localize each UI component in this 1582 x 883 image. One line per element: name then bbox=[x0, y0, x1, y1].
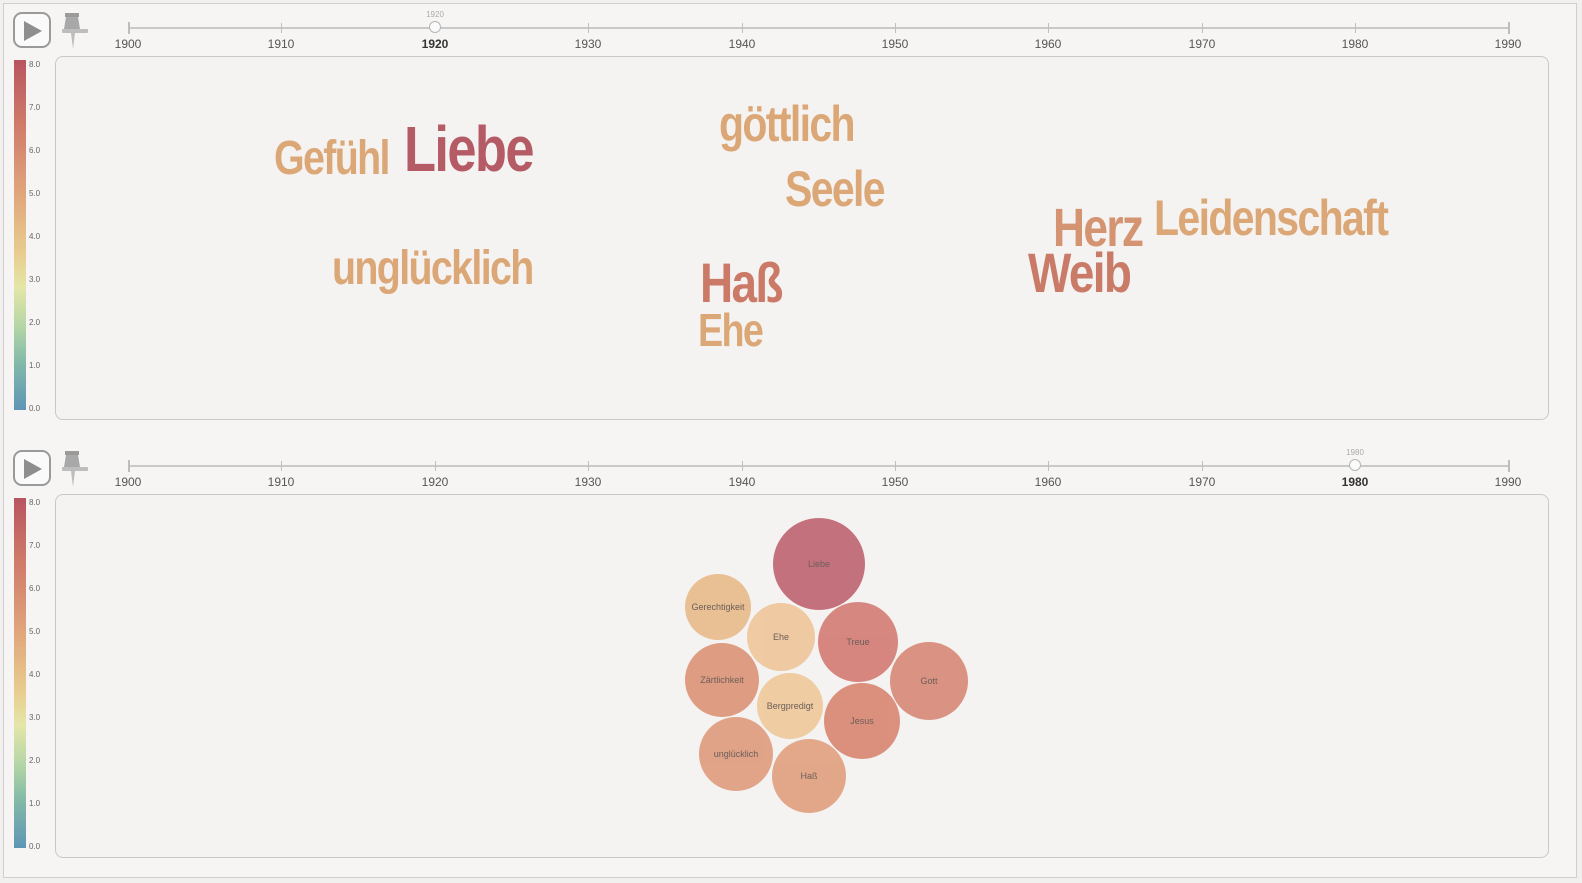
bubble[interactable]: Treue bbox=[818, 602, 898, 682]
timeline-tick bbox=[742, 461, 743, 471]
legend-label: 0.0 bbox=[29, 842, 41, 851]
year-label: 1910 bbox=[267, 37, 295, 51]
word-cloud-word[interactable]: Gefühl bbox=[274, 132, 390, 185]
legend-label: 4.0 bbox=[29, 670, 41, 679]
timeline-tick bbox=[895, 23, 896, 33]
year-label: 1920 bbox=[421, 475, 449, 489]
timeline-end-tick bbox=[128, 460, 130, 472]
year-label: 1950 bbox=[881, 475, 909, 489]
timeline-tick bbox=[1048, 23, 1049, 33]
legend-label: 1.0 bbox=[29, 361, 41, 370]
year-label: 1930 bbox=[574, 37, 602, 51]
legend-label: 0.0 bbox=[29, 404, 41, 413]
year-label: 1910 bbox=[267, 475, 295, 489]
play-icon bbox=[24, 21, 42, 41]
legend-label: 5.0 bbox=[29, 189, 41, 198]
top-timeline[interactable]: 1900 1910 1920 1930 1940 1950 1960 1970 … bbox=[115, 0, 1522, 56]
bubble[interactable]: Gott bbox=[890, 642, 968, 720]
word-cloud-word[interactable]: Leidenschaft bbox=[1154, 190, 1389, 246]
legend-label: 8.0 bbox=[29, 498, 41, 507]
bottom-timeline[interactable]: 1900 1910 1920 1930 1940 1950 1960 1970 … bbox=[115, 438, 1522, 494]
legend-label: 2.0 bbox=[29, 756, 41, 765]
slider-value-label: 1980 bbox=[1346, 448, 1364, 457]
legend-label: 2.0 bbox=[29, 318, 41, 327]
timeline-tick bbox=[1355, 23, 1356, 33]
year-label: 1940 bbox=[728, 37, 756, 51]
bubble[interactable]: Ehe bbox=[747, 603, 815, 671]
legend-label: 6.0 bbox=[29, 146, 41, 155]
play-icon bbox=[24, 459, 42, 479]
year-label: 1900 bbox=[114, 475, 142, 489]
year-label: 1940 bbox=[728, 475, 756, 489]
bubble[interactable]: Bergpredigt bbox=[757, 673, 823, 739]
bubble-chart-panel: Liebe Gerechtigkeit Ehe Treue Gott Zärtl… bbox=[55, 494, 1549, 858]
year-label-selected: 1980 bbox=[1341, 475, 1369, 489]
legend-label: 3.0 bbox=[29, 275, 41, 284]
color-legend bbox=[14, 498, 26, 848]
timeline-tick bbox=[435, 461, 436, 471]
legend-label: 6.0 bbox=[29, 584, 41, 593]
slider-value-label: 1920 bbox=[426, 10, 444, 19]
year-label: 1960 bbox=[1034, 37, 1062, 51]
legend-label: 7.0 bbox=[29, 541, 41, 550]
top-view: 1900 1910 1920 1930 1940 1950 1960 1970 … bbox=[0, 0, 1582, 430]
top-pin-button[interactable] bbox=[60, 11, 88, 53]
timeline-end-tick bbox=[128, 22, 130, 34]
timeline-end-tick bbox=[1508, 22, 1510, 34]
bottom-pin-button[interactable] bbox=[60, 449, 88, 491]
timeline-tick bbox=[588, 23, 589, 33]
word-cloud-word[interactable]: Seele bbox=[785, 161, 886, 217]
year-label: 1970 bbox=[1188, 475, 1216, 489]
year-label: 1900 bbox=[114, 37, 142, 51]
word-cloud-word[interactable]: göttlich bbox=[719, 96, 856, 152]
legend-label: 7.0 bbox=[29, 103, 41, 112]
year-label-selected: 1920 bbox=[421, 37, 449, 51]
timeline-tick bbox=[1202, 23, 1203, 33]
legend-label: 3.0 bbox=[29, 713, 41, 722]
timeline-tick bbox=[895, 461, 896, 471]
pin-icon bbox=[62, 451, 88, 487]
word-cloud-word[interactable]: Herz bbox=[1053, 198, 1144, 258]
timeline-track bbox=[128, 27, 1510, 29]
bottom-play-button[interactable] bbox=[13, 450, 51, 486]
bubble[interactable]: Haß bbox=[772, 739, 846, 813]
word-cloud-word[interactable]: Ehe bbox=[698, 304, 764, 356]
legend-label: 8.0 bbox=[29, 60, 41, 69]
pin-icon bbox=[62, 13, 88, 49]
bubble[interactable]: unglücklich bbox=[699, 717, 773, 791]
year-slider-handle[interactable] bbox=[429, 21, 441, 33]
year-label: 1960 bbox=[1034, 475, 1062, 489]
word-cloud-word[interactable]: Haß bbox=[700, 251, 783, 314]
year-label: 1970 bbox=[1188, 37, 1216, 51]
year-label: 1990 bbox=[1494, 475, 1522, 489]
year-label: 1990 bbox=[1494, 37, 1522, 51]
word-cloud-word[interactable]: Liebe bbox=[404, 113, 535, 185]
legend-label: 1.0 bbox=[29, 799, 41, 808]
word-cloud-word[interactable]: unglücklich bbox=[332, 242, 534, 295]
timeline-tick bbox=[281, 23, 282, 33]
timeline-tick bbox=[281, 461, 282, 471]
bottom-view: 1900 1910 1920 1930 1940 1950 1960 1970 … bbox=[0, 438, 1582, 868]
year-label: 1980 bbox=[1341, 37, 1369, 51]
timeline-tick bbox=[742, 23, 743, 33]
year-label: 1930 bbox=[574, 475, 602, 489]
bubble[interactable]: Zärtlichkeit bbox=[685, 643, 759, 717]
bubble[interactable]: Jesus bbox=[824, 683, 900, 759]
color-legend bbox=[14, 60, 26, 410]
timeline-end-tick bbox=[1508, 460, 1510, 472]
word-cloud-word[interactable]: Weib bbox=[1028, 241, 1132, 304]
top-play-button[interactable] bbox=[13, 12, 51, 48]
bubble[interactable]: Liebe bbox=[773, 518, 865, 610]
legend-label: 5.0 bbox=[29, 627, 41, 636]
timeline-tick bbox=[1202, 461, 1203, 471]
word-cloud-panel: Gefühl Liebe göttlich Seele unglücklich … bbox=[55, 56, 1549, 420]
bubble[interactable]: Gerechtigkeit bbox=[685, 574, 751, 640]
year-label: 1950 bbox=[881, 37, 909, 51]
year-slider-handle[interactable] bbox=[1349, 459, 1361, 471]
timeline-track bbox=[128, 465, 1510, 467]
timeline-tick bbox=[588, 461, 589, 471]
timeline-tick bbox=[1048, 461, 1049, 471]
legend-label: 4.0 bbox=[29, 232, 41, 241]
